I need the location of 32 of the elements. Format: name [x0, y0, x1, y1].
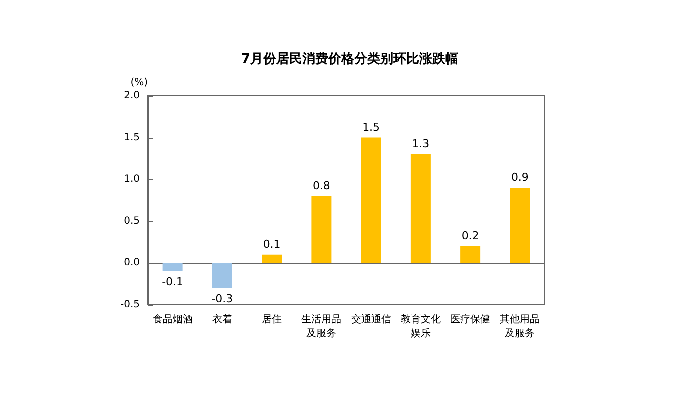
- data-label: 0.2: [462, 229, 480, 242]
- x-tick-label: 居住: [262, 314, 282, 326]
- bar: [312, 196, 332, 264]
- y-tick-label: -0.5: [120, 300, 140, 310]
- x-tick-label: 其他用品及服务: [500, 314, 540, 340]
- x-tick-label: 食品烟酒: [152, 314, 193, 326]
- bar: [212, 263, 232, 288]
- data-label: -0.3: [212, 292, 234, 306]
- y-tick-label: 2.0: [124, 90, 140, 102]
- data-label: 0.9: [511, 170, 529, 184]
- x-tick-label: 医疗保健: [450, 314, 491, 326]
- y-tick-label: 0.0: [124, 258, 140, 269]
- y-tick-label: 1.0: [124, 174, 140, 186]
- data-label: 1.3: [412, 138, 430, 151]
- x-tick-label: 衣着: [212, 314, 232, 326]
- data-label: 0.1: [263, 238, 281, 251]
- x-tick-label: 教育文化娱乐: [400, 314, 441, 340]
- y-axis-title: (%): [130, 78, 148, 88]
- bar: [460, 246, 481, 264]
- data-label: 1.5: [362, 120, 380, 134]
- y-tick-label: 0.5: [124, 216, 140, 227]
- bar: [510, 188, 530, 264]
- bar: [262, 254, 282, 264]
- bar: [361, 138, 382, 264]
- data-label: -0.1: [162, 276, 184, 289]
- chart-title: 7月份居民消费价格分类别环比涨跌幅: [241, 52, 459, 67]
- x-tick-label: 交通通信: [351, 314, 392, 326]
- y-tick-label: 1.5: [124, 132, 140, 144]
- bar: [162, 263, 183, 272]
- bar: [410, 154, 431, 264]
- data-label: 0.8: [312, 179, 330, 192]
- x-tick-label: 生活用品及服务: [302, 314, 342, 340]
